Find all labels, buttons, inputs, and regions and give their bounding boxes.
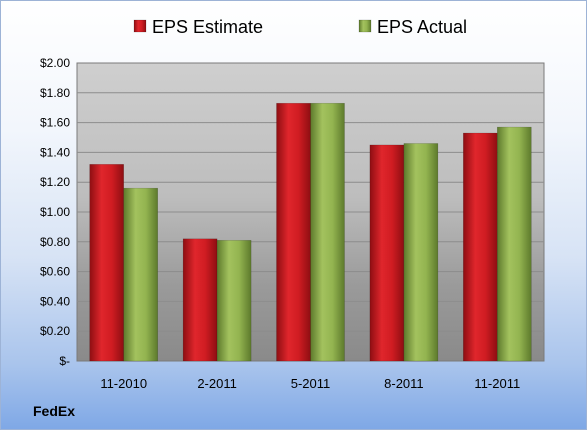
x-category-label: 8-2011 — [384, 376, 424, 391]
company-label: FedEx — [33, 403, 76, 419]
bar-estimate-5-2011 — [276, 102, 311, 362]
y-tick-label: $- — [59, 354, 70, 368]
legend-label-actual: EPS Actual — [377, 17, 467, 37]
y-tick-label: $1.40 — [40, 145, 70, 159]
y-tick-label: $2.00 — [40, 56, 70, 70]
bar-actual-11-2011 — [497, 126, 532, 362]
bar-actual-2-2011 — [216, 240, 252, 362]
bar-estimate-2-2011 — [182, 238, 218, 362]
x-category-label: 2-2011 — [197, 376, 237, 391]
x-category-label: 11-2011 — [474, 376, 520, 391]
y-tick-label: $1.20 — [40, 175, 70, 189]
legend-label-estimate: EPS Estimate — [152, 17, 263, 37]
y-tick-label: $1.00 — [40, 205, 70, 219]
bar-estimate-8-2011 — [369, 144, 405, 362]
y-tick-label: $0.60 — [40, 265, 70, 279]
bar-actual-11-2010 — [123, 187, 158, 362]
y-tick-label: $0.40 — [40, 294, 70, 308]
y-tick-label: $0.20 — [40, 324, 70, 338]
y-tick-label: $0.80 — [40, 235, 70, 249]
y-tick-label: $1.80 — [40, 86, 70, 100]
legend-swatch-actual — [358, 19, 372, 33]
x-category-label: 5-2011 — [291, 376, 331, 391]
x-category-label: 11-2010 — [100, 376, 147, 391]
bar-estimate-11-2010 — [89, 164, 124, 362]
bar-actual-8-2011 — [403, 143, 439, 362]
bar-actual-5-2011 — [310, 102, 345, 362]
legend-swatch-estimate — [133, 19, 147, 33]
bar-estimate-11-2011 — [463, 132, 498, 362]
y-tick-label: $1.60 — [40, 116, 70, 130]
